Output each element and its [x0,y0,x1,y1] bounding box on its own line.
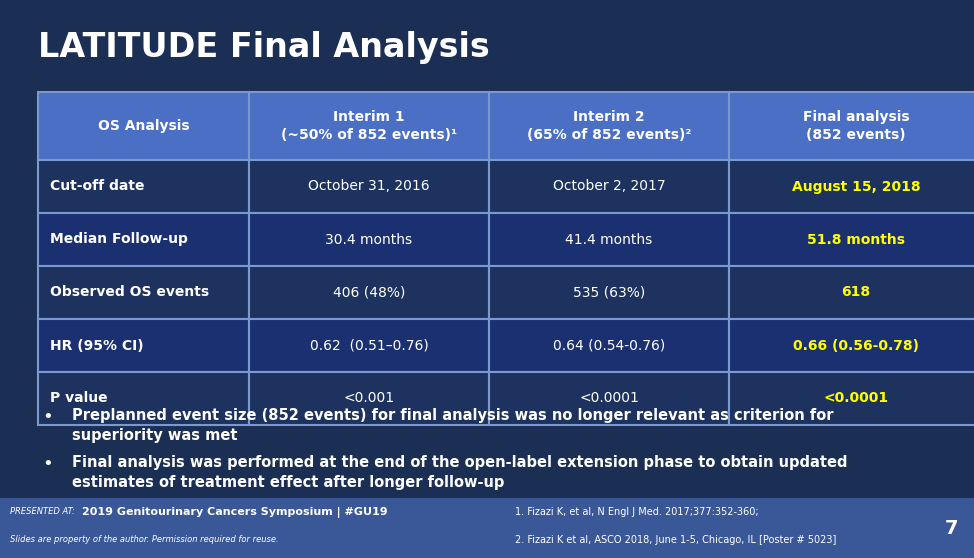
Text: estimates of treatment effect after longer follow-up: estimates of treatment effect after long… [72,475,505,490]
Text: <0.0001: <0.0001 [580,392,639,406]
Bar [38,160,249,213]
Text: Median Follow-up: Median Follow-up [50,233,188,247]
Text: 618: 618 [842,286,871,300]
Bar [38,213,249,266]
Text: <0.0001: <0.0001 [823,392,888,406]
Text: LATITUDE Final Analysis: LATITUDE Final Analysis [38,31,490,65]
Text: Interim 1
(~50% of 852 events)¹: Interim 1 (~50% of 852 events)¹ [281,110,457,142]
Text: 0.66 (0.56-0.78): 0.66 (0.56-0.78) [793,339,919,353]
Bar [249,213,489,266]
Text: 0.62  (0.51–0.76): 0.62 (0.51–0.76) [310,339,429,353]
Bar [249,92,489,160]
Text: PRESENTED AT:: PRESENTED AT: [10,507,75,517]
Text: August 15, 2018: August 15, 2018 [792,180,920,194]
Text: October 2, 2017: October 2, 2017 [552,180,665,194]
Bar [249,372,489,425]
Bar [249,266,489,319]
Bar [489,266,729,319]
Text: October 31, 2016: October 31, 2016 [308,180,430,194]
Bar [249,319,489,372]
Bar [249,160,489,213]
Text: HR (95% CI): HR (95% CI) [50,339,143,353]
Text: 0.64 (0.54-0.76): 0.64 (0.54-0.76) [553,339,665,353]
Text: Final analysis
(852 events): Final analysis (852 events) [803,110,910,142]
Text: 2019 Genitourinary Cancers Symposium | #GU19: 2019 Genitourinary Cancers Symposium | #… [82,507,388,517]
Text: Cut-off date: Cut-off date [50,180,144,194]
Text: 41.4 months: 41.4 months [565,233,653,247]
Bar [729,319,974,372]
Text: superiority was met: superiority was met [72,428,238,443]
Text: Observed OS events: Observed OS events [50,286,209,300]
Bar [489,213,729,266]
Bar [729,92,974,160]
Bar [729,266,974,319]
Bar [0,498,974,558]
Bar [489,160,729,213]
Bar [38,92,249,160]
Text: Final analysis was performed at the end of the open-label extension phase to obt: Final analysis was performed at the end … [72,455,847,470]
Text: 1. Fizazi K, et al, N Engl J Med. 2017;377:352-360;: 1. Fizazi K, et al, N Engl J Med. 2017;3… [515,507,759,517]
Bar [38,372,249,425]
Text: •: • [43,455,54,473]
Text: Interim 2
(65% of 852 events)²: Interim 2 (65% of 852 events)² [527,110,692,142]
Text: 406 (48%): 406 (48%) [333,286,405,300]
Bar [489,372,729,425]
Text: P value: P value [50,392,107,406]
Text: 7: 7 [945,518,958,537]
Text: OS Analysis: OS Analysis [97,119,189,133]
Text: 535 (63%): 535 (63%) [573,286,645,300]
Text: 2. Fizazi K et al, ASCO 2018, June 1-5, Chicago, IL [Poster # 5023]: 2. Fizazi K et al, ASCO 2018, June 1-5, … [515,535,837,545]
Bar [38,266,249,319]
Text: <0.001: <0.001 [344,392,394,406]
Bar [489,319,729,372]
Bar [729,213,974,266]
Bar [38,319,249,372]
Text: 30.4 months: 30.4 months [325,233,413,247]
Text: •: • [43,408,54,426]
Text: Slides are property of the author. Permission required for reuse.: Slides are property of the author. Permi… [10,536,279,545]
Bar [489,92,729,160]
Text: 51.8 months: 51.8 months [807,233,905,247]
Bar [729,160,974,213]
Text: Preplanned event size (852 events) for final analysis was no longer relevant as : Preplanned event size (852 events) for f… [72,408,834,423]
Bar [729,372,974,425]
